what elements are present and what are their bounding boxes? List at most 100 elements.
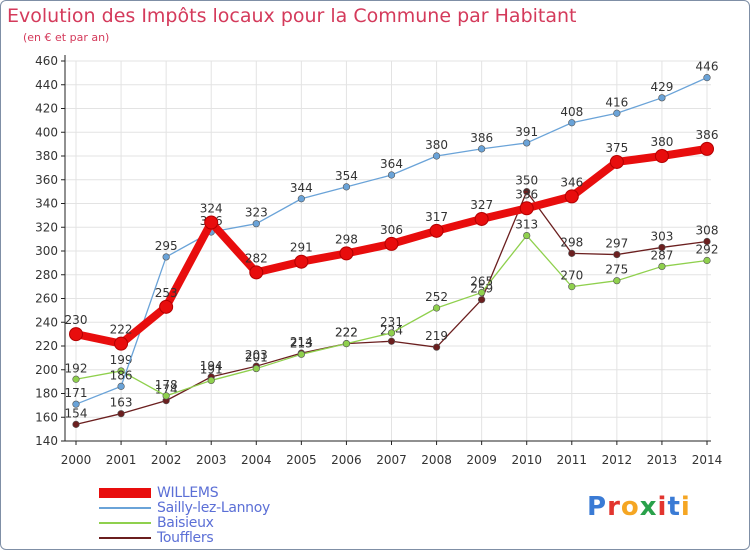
x-tick-label: 2004 <box>241 453 272 467</box>
y-tick-label: 380 <box>35 149 58 163</box>
y-tick-label: 460 <box>35 54 58 68</box>
data-label: 178 <box>155 378 178 392</box>
data-point <box>478 296 486 304</box>
legend-item: WILLEMS <box>99 485 270 501</box>
data-point <box>297 195 305 203</box>
logo-letter: P <box>587 492 608 522</box>
data-point <box>478 288 486 297</box>
legend-swatch <box>99 536 151 539</box>
data-label: 231 <box>380 315 403 329</box>
data-label: 222 <box>335 326 358 340</box>
series-baisieux: 192 199 178 191 201 213 222 231 252 265 313 270 275 2… <box>65 218 719 400</box>
data-label: 354 <box>335 169 358 183</box>
legend: WILLEMS Sailly-lez-Lannoy Baisieux Touffler… <box>99 485 270 546</box>
data-point <box>523 188 531 196</box>
legend-item: Toufflers <box>99 530 270 546</box>
logo-letter: i <box>657 492 668 522</box>
data-label: 323 <box>245 206 268 220</box>
y-tick-label: 340 <box>35 197 58 211</box>
data-point <box>339 246 354 261</box>
data-point <box>117 410 125 418</box>
y-tick-label: 140 <box>35 434 58 448</box>
data-label: 303 <box>650 229 673 243</box>
data-label: 344 <box>290 181 313 195</box>
data-label: 298 <box>560 235 583 249</box>
data-label: 186 <box>110 368 133 382</box>
y-tick-label: 240 <box>35 315 58 329</box>
data-point <box>72 400 80 408</box>
data-point <box>658 262 666 271</box>
data-point <box>519 201 534 216</box>
y-tick-label: 300 <box>35 244 58 258</box>
legend-swatch <box>99 521 151 524</box>
legend-swatch <box>99 487 151 498</box>
data-label: 308 <box>696 224 719 238</box>
x-tick-label: 2013 <box>647 453 678 467</box>
data-label: 446 <box>696 60 719 74</box>
data-point <box>162 392 170 400</box>
series-group: 1541631741942032142222242192593502982973… <box>65 60 719 428</box>
data-label: 154 <box>65 406 88 420</box>
data-point <box>387 337 396 345</box>
data-label: 219 <box>425 329 448 343</box>
data-label: 163 <box>110 396 133 410</box>
data-label: 192 <box>65 361 88 375</box>
x-tick-label: 2008 <box>421 453 452 467</box>
y-tick-label: 260 <box>35 292 58 306</box>
data-point <box>568 119 576 127</box>
data-label: 253 <box>155 286 178 300</box>
x-tick-label: 2006 <box>331 453 362 467</box>
data-point <box>117 382 125 390</box>
data-point <box>432 304 441 312</box>
data-label: 282 <box>245 251 268 265</box>
data-point <box>387 171 396 179</box>
data-label: 214 <box>290 335 313 349</box>
data-label: 295 <box>155 239 178 253</box>
data-point <box>72 420 80 428</box>
legend-item: Baisieux <box>99 515 270 531</box>
data-label: 386 <box>696 128 719 142</box>
data-label: 297 <box>605 237 628 251</box>
data-label: 336 <box>515 187 538 201</box>
data-point <box>564 189 579 204</box>
data-label: 346 <box>560 175 583 189</box>
data-label: 194 <box>200 359 223 373</box>
data-label: 292 <box>696 243 719 257</box>
proxiti-logo: Proxiti <box>587 492 691 522</box>
data-point <box>568 249 576 257</box>
x-tick-label: 2010 <box>511 453 542 467</box>
data-point <box>432 343 441 351</box>
data-label: 298 <box>335 232 358 246</box>
x-tick-label: 2000 <box>61 453 92 467</box>
data-label: 275 <box>605 263 628 277</box>
y-tick-label: 400 <box>35 125 58 139</box>
data-point <box>249 265 264 280</box>
data-label: 313 <box>515 218 538 232</box>
data-label: 213 <box>290 336 313 350</box>
x-tick-label: 2007 <box>376 453 407 467</box>
data-point <box>613 250 621 259</box>
data-point <box>69 327 83 342</box>
data-label: 222 <box>335 326 358 340</box>
data-point <box>613 109 621 117</box>
data-point <box>387 329 396 337</box>
data-point <box>207 376 215 385</box>
data-point <box>523 231 531 240</box>
chart-title: Evolution des Impôts locaux pour la Comm… <box>7 5 577 27</box>
y-tick-label: 160 <box>35 410 58 424</box>
y-tick-labels: 140 160 180 200 220 240 260 280 300 320 340 360 380 4… <box>35 54 58 448</box>
logo-letter: x <box>639 492 658 522</box>
data-point <box>204 215 219 230</box>
data-point <box>703 237 711 246</box>
data-label: 287 <box>650 248 673 262</box>
data-point <box>162 253 170 261</box>
data-point <box>429 223 444 238</box>
x-tick-label: 2002 <box>151 453 182 467</box>
x-tick-label: 2014 <box>692 453 723 467</box>
data-label: 199 <box>110 353 133 367</box>
x-tick-label: 2012 <box>602 453 633 467</box>
data-label: 416 <box>605 95 628 109</box>
y-tick-label: 220 <box>35 339 58 353</box>
